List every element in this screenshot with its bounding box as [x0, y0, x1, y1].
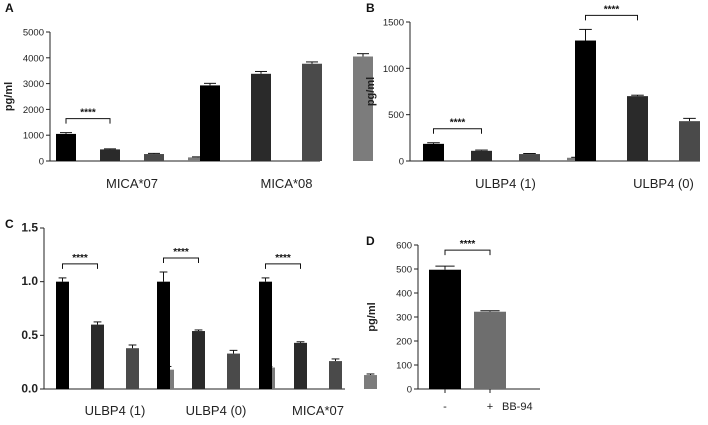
panel-d: D 0 100 200 300 400 500 600 pg/ml - + BB-94 **** — [366, 234, 540, 413]
panel-a-y-tick-label: 4000 — [23, 53, 44, 64]
panel-d-category-label: + — [487, 401, 493, 413]
panel-c-bar — [126, 348, 139, 389]
panel-d-y-tick-label: 100 — [396, 361, 412, 372]
panel-a-y-tick-label: 3000 — [23, 79, 44, 90]
panel-c-bar — [192, 331, 205, 389]
panel-a: A 0 1000 2000 3000 4000 5000 pg/ml MICA*07 **** MI… — [3, 1, 373, 191]
panel-a-bar — [251, 73, 271, 161]
panel-c-bar — [364, 375, 377, 389]
panel-c-significance-bracket — [62, 263, 98, 269]
panel-a-significance-label: **** — [80, 108, 96, 119]
panel-c-bar — [157, 281, 170, 389]
panel-b-bar — [471, 150, 492, 161]
panel-c-category-label: ULBP4 (0) — [186, 403, 247, 418]
panel-a-bar — [144, 154, 164, 161]
panel-c-y-tick-label: 0.0 — [21, 382, 38, 396]
panel-a-y-tick-label: 2000 — [23, 105, 44, 116]
panel-c-category-label: ULBP4 (1) — [85, 403, 146, 418]
panel-c-significance-bracket — [265, 263, 301, 269]
panel-d-y-tick-label: 300 — [396, 313, 412, 324]
panel-a-bar — [56, 133, 76, 161]
panel-c-label: C — [5, 217, 14, 231]
panel-b-bar — [423, 143, 444, 161]
panel-d-y-tick-label: 200 — [396, 337, 412, 348]
panel-b-significance-bracket — [585, 14, 638, 21]
panel-d-y-tick-label: 500 — [396, 265, 412, 276]
panel-a-significance-bracket — [65, 118, 111, 124]
panel-c-y-tick-label: 1.5 — [21, 221, 38, 235]
panel-c-significance-label: **** — [275, 253, 291, 264]
panel-b-y-tick-label: 500 — [388, 110, 404, 121]
panel-a-bar — [100, 149, 120, 161]
panel-b-y-tick-label: 1500 — [383, 18, 404, 29]
panel-d-bar — [429, 269, 461, 389]
panel-b-significance-bracket — [433, 128, 482, 134]
panel-b-bar — [627, 96, 648, 161]
panel-d-y-label: pg/ml — [366, 302, 378, 331]
panel-c-y-tick-label: 1.0 — [21, 274, 38, 288]
panel-d-y-tick-label: 600 — [396, 241, 412, 252]
panel-b-y-tick-label: 0 — [399, 157, 404, 168]
panel-d-y-tick-label: 400 — [396, 289, 412, 300]
panel-d-y-tick-label: 0 — [407, 385, 412, 396]
panel-c-bar — [259, 281, 272, 389]
panel-b-y-tick-label: 1000 — [383, 64, 404, 75]
panel-a-y-label: pg/ml — [3, 82, 15, 111]
panel-c-significance-bracket — [163, 257, 199, 264]
panel-b-bar — [575, 40, 596, 161]
panel-c-significance-label: **** — [72, 253, 88, 264]
panel-a-bar — [302, 63, 322, 161]
panel-b-significance-label: **** — [604, 4, 620, 15]
panel-b: B 0 500 1000 1500 pg/ml ULBP4 (1) **** ULBP4 (0)… — [365, 1, 700, 191]
panel-b-label: B — [366, 1, 375, 15]
panel-a-category-label: MICA*08 — [260, 176, 312, 191]
panel-a-bar — [353, 56, 373, 162]
panel-b-category-label: ULBP4 (0) — [633, 176, 694, 191]
panel-d-label: D — [366, 234, 375, 248]
panel-d-significance-bracket — [444, 249, 491, 256]
panel-b-bar — [679, 121, 700, 161]
panel-c-y-tick-label: 0.5 — [21, 328, 38, 342]
panel-c-bar — [294, 342, 307, 389]
panel-d-significance-label: **** — [460, 239, 476, 250]
panel-a-y-tick-label: 0 — [39, 157, 44, 168]
panel-b-y-label: pg/ml — [365, 77, 377, 106]
panel-a-y-tick-label: 1000 — [23, 131, 44, 142]
panel-c-bar — [227, 353, 240, 389]
panel-c-bar — [56, 281, 69, 389]
panel-c-bar — [91, 324, 104, 389]
panel-c-category-label: MICA*07 — [292, 403, 344, 418]
panel-d-x-annotation: BB-94 — [502, 401, 533, 413]
panel-a-category-label: MICA*07 — [106, 176, 158, 191]
panel-a-bar — [200, 85, 220, 161]
panel-a-label: A — [5, 1, 14, 15]
panel-c-bar — [329, 361, 342, 389]
panel-c-significance-label: **** — [173, 247, 189, 258]
panel-d-bar — [474, 311, 506, 389]
panel-b-significance-label: **** — [450, 118, 466, 129]
panel-a-y-tick-label: 5000 — [23, 28, 44, 39]
panel-b-category-label: ULBP4 (1) — [475, 176, 536, 191]
panel-d-category-label: - — [443, 401, 447, 413]
panel-a-bar — [188, 157, 208, 161]
panel-c: C 0.0 0.5 1.0 1.5 ULBP4 (1) **** ULBP4 (0) **** M… — [5, 217, 377, 418]
panel-b-bar — [519, 154, 540, 161]
